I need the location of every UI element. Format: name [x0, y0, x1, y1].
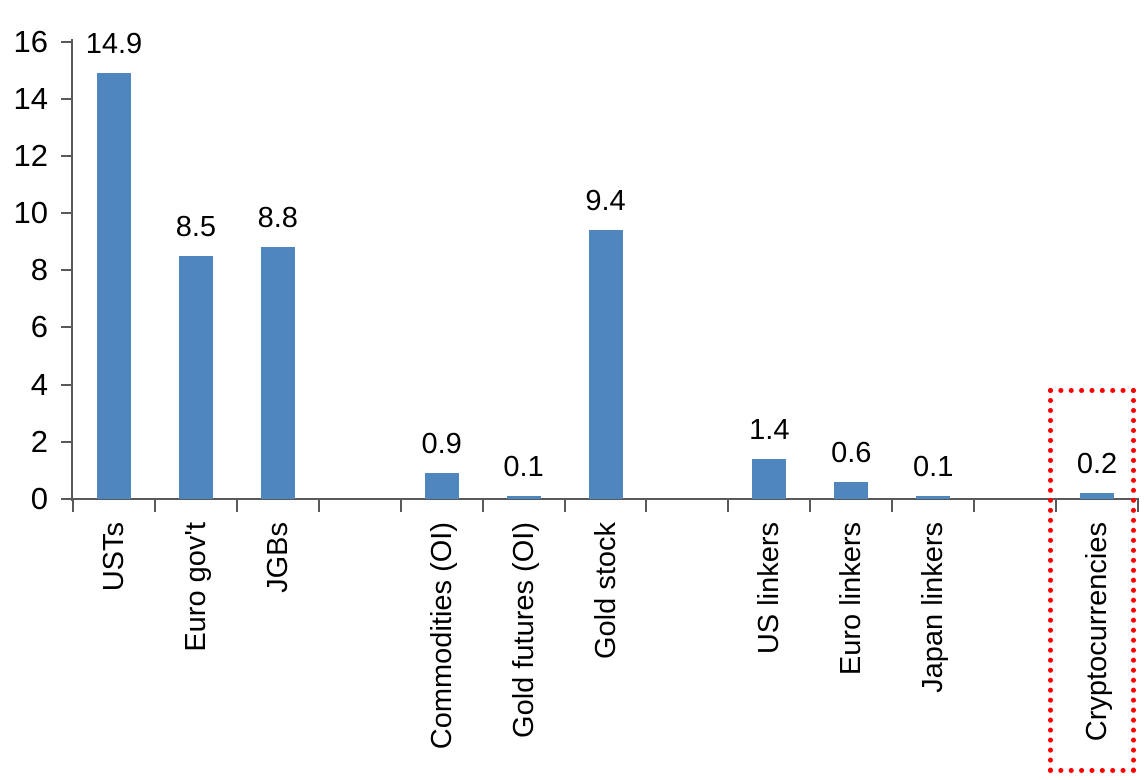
bar	[834, 481, 869, 499]
y-axis-tick-label: 2	[30, 423, 48, 459]
y-axis-tick-label: 0	[30, 481, 48, 516]
x-axis-tick	[235, 498, 238, 512]
category-label: Japan linkers	[917, 522, 950, 693]
y-axis-tick-label: 14	[13, 80, 48, 116]
category-label: USTs	[97, 522, 130, 592]
x-axis-tick	[153, 498, 156, 512]
category-label: Euro gov't	[179, 522, 212, 652]
bar	[916, 496, 951, 499]
bar	[96, 72, 131, 499]
x-axis-tick	[317, 498, 320, 512]
bar-value-label: 9.4	[585, 185, 626, 218]
x-axis-tick	[973, 498, 976, 512]
y-axis-tick-label: 4	[30, 366, 48, 402]
bar	[424, 473, 459, 499]
category-label: Commodities (OI)	[425, 522, 458, 750]
bar	[1080, 493, 1115, 499]
bar	[178, 255, 213, 499]
bar	[752, 458, 787, 499]
x-axis-tick	[1055, 498, 1058, 512]
x-axis-tick	[72, 498, 74, 512]
bar-value-label: 14.9	[85, 27, 143, 60]
y-axis-tick	[61, 498, 73, 500]
highlight-box	[1048, 388, 1137, 773]
y-axis-tick	[61, 440, 73, 443]
category-label: Euro linkers	[835, 522, 868, 676]
bar-value-label: 8.8	[257, 202, 298, 235]
y-axis-tick	[61, 154, 73, 157]
y-axis-tick-label: 12	[13, 137, 48, 173]
bar	[588, 230, 623, 499]
x-axis-tick	[727, 498, 730, 512]
bar-value-label: 8.5	[175, 210, 217, 243]
bar-value-label: 1.4	[749, 413, 790, 446]
bar-value-label: 0.9	[421, 428, 462, 461]
x-axis-tick	[1137, 498, 1139, 512]
x-axis-tick	[481, 498, 484, 512]
bar-value-label: 0.6	[831, 436, 872, 469]
y-axis-tick-label: 16	[13, 23, 48, 59]
y-axis-tick	[61, 269, 73, 272]
category-label: JGBs	[261, 522, 294, 593]
y-axis-tick-label: 8	[30, 252, 48, 288]
x-axis-tick	[399, 498, 402, 512]
category-label: Gold futures (OI)	[507, 522, 540, 738]
y-axis-tick	[61, 40, 73, 43]
y-axis-tick-label: 6	[30, 309, 48, 345]
x-axis-tick	[563, 498, 566, 512]
category-label: Gold stock	[589, 522, 622, 659]
x-axis-tick	[645, 498, 648, 512]
y-axis-tick-label: 10	[13, 195, 48, 231]
x-axis-tick	[891, 498, 894, 512]
bar-value-label: 0.1	[503, 451, 544, 484]
x-axis-tick	[809, 498, 812, 512]
bar	[506, 496, 541, 499]
category-label: US linkers	[753, 522, 786, 655]
y-axis-tick	[61, 326, 73, 329]
bar-value-label: 0.1	[913, 451, 954, 484]
bar-value-label: 0.2	[1076, 448, 1118, 481]
y-axis-tick	[61, 383, 73, 386]
y-axis-tick	[61, 212, 73, 215]
bar	[260, 247, 295, 499]
y-axis-tick	[61, 97, 73, 100]
x-axis-line	[61, 498, 1139, 500]
